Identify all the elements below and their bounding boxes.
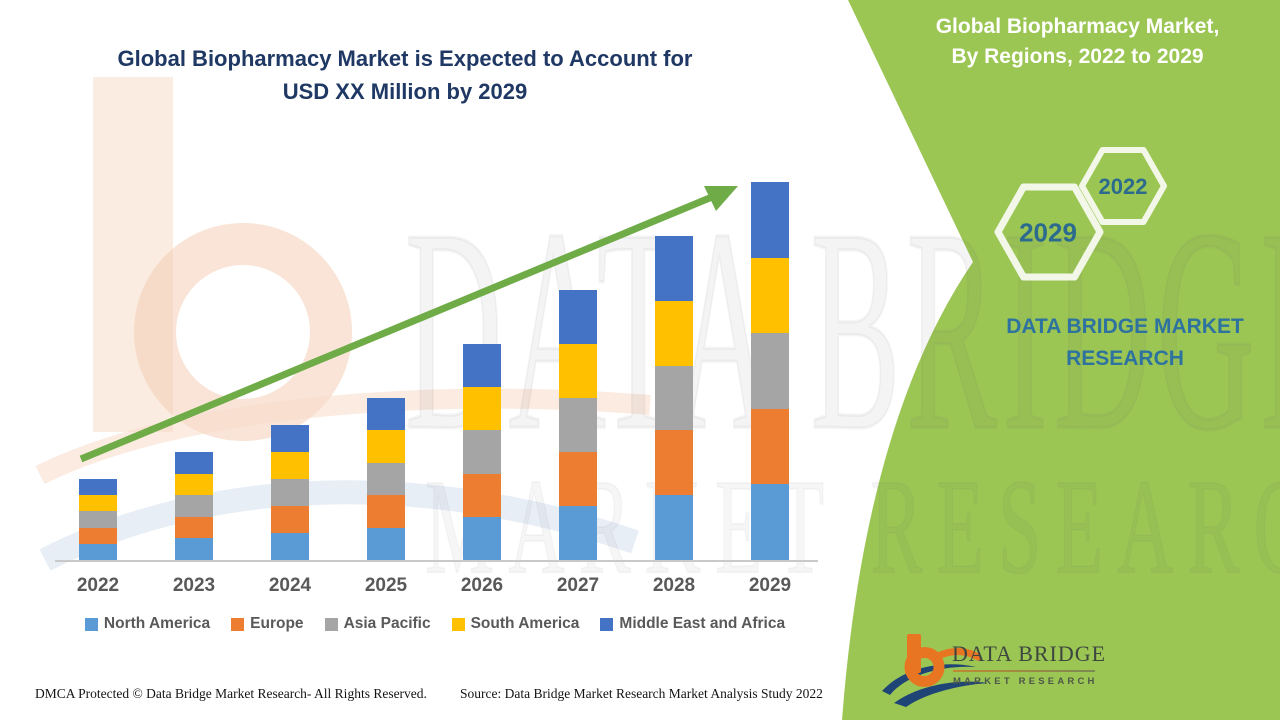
- x-axis-label-2024: 2024: [268, 575, 312, 596]
- panel-title: Global Biopharmacy Market, By Regions, 2…: [880, 12, 1275, 72]
- x-axis-label-2029: 2029: [748, 575, 792, 596]
- legend-label: Europe: [250, 615, 304, 632]
- bar-segment-middle-east-and-africa-2029: [751, 182, 789, 258]
- bar-segment-europe-2029: [751, 408, 789, 485]
- legend-swatch-icon: [231, 617, 245, 631]
- green-panel-shape: [842, 0, 1280, 720]
- panel-brand-line1: DATA BRIDGE MARKET: [1006, 315, 1244, 338]
- source-note: Source: Data Bridge Market Research Mark…: [460, 686, 823, 701]
- x-axis-label-2023: 2023: [172, 575, 216, 596]
- chart-title-line2: USD XX Million by 2029: [282, 79, 528, 104]
- bar-segment-europe-2024: [271, 506, 309, 533]
- chart-title-line1: Global Biopharmacy Market is Expected to…: [117, 46, 693, 71]
- legend-item-north-america: North America: [84, 615, 211, 633]
- hexagon-2022: [1079, 147, 1167, 225]
- bar-segment-north-america-2026: [463, 516, 501, 560]
- logo-title: DATA BRIDGE: [952, 641, 1107, 666]
- logo-orange-tail: [934, 648, 982, 661]
- bar-segment-asia-pacific-2024: [271, 479, 309, 506]
- legend-item-south-america: South America: [451, 615, 580, 633]
- bar-segment-middle-east-and-africa-2022: [79, 479, 117, 496]
- bar-segment-south-america-2022: [79, 495, 117, 512]
- x-axis-label-2028: 2028: [652, 575, 696, 596]
- hexagon-2029: [994, 183, 1104, 281]
- logo-b-bowl: [904, 647, 945, 687]
- bar-segment-north-america-2027: [559, 506, 597, 560]
- bar-segment-europe-2025: [367, 495, 405, 528]
- chart-legend: North America Europe Asia Pacific South Ame…: [40, 615, 830, 633]
- hexagon-2029-label: 2029: [1019, 217, 1077, 248]
- hexagon-2022-label: 2022: [1098, 174, 1148, 199]
- bar-segment-asia-pacific-2029: [751, 333, 789, 409]
- dmca-notice: DMCA Protected © Data Bridge Market Rese…: [35, 686, 427, 701]
- x-axis-label-2026: 2026: [460, 575, 504, 596]
- x-axis-line: [55, 560, 818, 562]
- bar-segment-north-america-2024: [271, 533, 309, 560]
- panel-title-line2: By Regions, 2022 to 2029: [951, 45, 1204, 68]
- bar-segment-south-america-2023: [175, 473, 213, 496]
- legend-label: North America: [103, 615, 211, 632]
- bar-segment-south-america-2029: [751, 257, 789, 334]
- chart-title: Global Biopharmacy Market is Expected to…: [60, 42, 750, 108]
- legend-label: Asia Pacific: [343, 615, 431, 632]
- bar-segment-asia-pacific-2023: [175, 495, 213, 517]
- legend-label: Middle East and Africa: [619, 615, 786, 632]
- bar-segment-europe-2023: [175, 516, 213, 539]
- x-axis-label-2027: 2027: [556, 575, 600, 596]
- panel-brand-line2: RESEARCH: [1066, 347, 1184, 370]
- legend-swatch-icon: [451, 617, 465, 631]
- bar-segment-north-america-2022: [79, 543, 117, 560]
- bar-segment-north-america-2029: [751, 484, 789, 560]
- bar-segment-asia-pacific-2025: [367, 462, 405, 496]
- bar-segment-europe-2026: [463, 473, 501, 517]
- legend-swatch-icon: [84, 617, 98, 631]
- logo-swoosh-lower: [894, 681, 988, 707]
- bar-segment-north-america-2023: [175, 538, 213, 560]
- legend-item-europe: Europe: [231, 615, 304, 633]
- x-axis-label-2022: 2022: [76, 575, 120, 596]
- x-axis-label-2025: 2025: [364, 575, 408, 596]
- legend-item-asia-pacific: Asia Pacific: [324, 615, 431, 633]
- bar-segment-europe-2022: [79, 527, 117, 544]
- databridge-logo-mark: [882, 634, 988, 707]
- legend-label: South America: [470, 615, 580, 632]
- panel-title-line1: Global Biopharmacy Market,: [935, 15, 1220, 38]
- panel-brand-text: DATA BRIDGE MARKET RESEARCH: [950, 311, 1280, 375]
- watermark-blue-swoosh: [39, 480, 639, 571]
- logo-underline: [953, 670, 1095, 672]
- bar-segment-asia-pacific-2022: [79, 511, 117, 528]
- bar-segment-north-america-2025: [367, 527, 405, 560]
- legend-item-middle-east-and-africa: Middle East and Africa: [600, 615, 785, 633]
- legend-swatch-icon: [600, 617, 614, 631]
- legend-swatch-icon: [324, 617, 338, 631]
- logo-swoosh-upper: [882, 664, 976, 695]
- logo-subtitle: MARKET RESEARCH: [953, 676, 1098, 687]
- bar-segment-north-america-2028: [655, 495, 693, 560]
